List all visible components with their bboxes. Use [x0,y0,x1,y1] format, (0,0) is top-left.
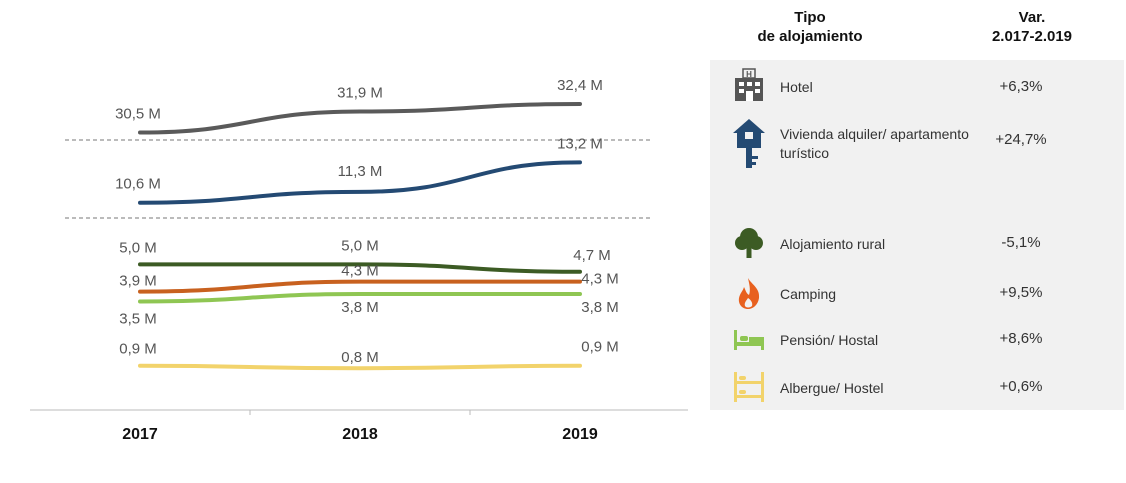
data-label: 5,0 M [341,237,379,254]
x-tick-label-2017: 2017 [122,426,158,443]
series-line-2 [138,262,582,274]
bunk-bed-icon [734,372,764,402]
hotel-icon: H [735,68,763,101]
series-line-1 [138,160,582,205]
x-tick-label-2019: 2019 [562,426,598,443]
data-label: 0,9 M [119,341,157,358]
x-tick-label-2018: 2018 [342,426,378,443]
row-value: +0,6% [999,378,1043,395]
data-label: 3,8 M [581,299,619,316]
line-chart: 30,5 M 31,9 M 32,4 M 10,6 M 11,3 M 13,2 M 5,0 … [30,77,688,443]
tree-icon [735,228,763,258]
row-value: +6,3% [999,78,1043,95]
data-label: 30,5 M [115,106,161,123]
data-label: 0,9 M [581,339,619,356]
row-label: Vivienda alquiler/ apartamento turístico [780,126,969,161]
house-key-icon [733,119,765,168]
data-label: 4,7 M [573,247,611,264]
row-label: Hotel [780,79,813,95]
data-label: 10,6 M [115,176,161,193]
fire-icon [738,278,760,309]
row-value: +9,5% [999,284,1043,301]
data-label: 13,2 M [557,135,603,152]
data-label: 3,5 M [119,310,157,327]
row-label: Camping [780,286,837,302]
data-label: 32,4 M [557,77,603,94]
accommodation-table: H Hotel +6,3% Vivienda alquiler/ apartam… [710,60,1124,410]
column-header-type: Tipo de alojamiento [735,8,885,46]
header-var-line2: 2.017-2.019 [991,28,1073,45]
data-label: 11,3 M [338,163,383,180]
data-label: 3,9 M [119,273,157,290]
header-type-line2: de alojamiento [757,28,863,45]
data-label: 4,3 M [581,271,619,288]
bed-icon [734,330,764,350]
header-type-line1: Tipo [794,9,826,26]
row-value: +24,7% [995,131,1047,148]
row-label: Pensión/ Hostal [780,332,879,348]
series-line-0 [138,102,582,135]
row-label: Albergue/ Hostel [780,380,884,396]
series-line-4 [138,292,582,304]
data-label: 0,8 M [341,349,379,366]
series-line-5 [138,363,582,371]
data-label: 4,3 M [341,263,379,280]
data-label: 5,0 M [119,239,157,256]
svg-text:H: H [746,70,752,79]
series-line-3 [138,279,582,294]
row-value: -5,1% [1001,234,1041,251]
row-value: +8,6% [999,330,1043,347]
data-label: 31,9 M [337,85,383,102]
header-var-line1: Var. [1018,9,1046,26]
row-label: Alojamiento rural [780,236,886,252]
column-header-variation: Var. 2.017-2.019 [972,8,1092,46]
data-label: 3,8 M [341,299,379,316]
